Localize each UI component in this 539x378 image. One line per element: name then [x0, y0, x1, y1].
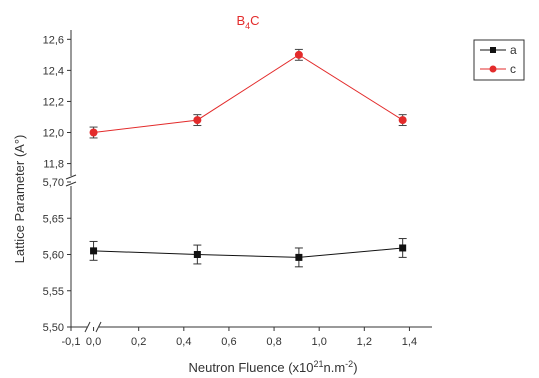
y-tick-label: 5,70	[43, 177, 64, 189]
y-tick-label: 12,4	[43, 65, 64, 77]
legend: a c	[473, 39, 525, 81]
data-point-a	[295, 253, 303, 261]
y-tick-label: 11,8	[43, 159, 64, 171]
x-axis-title-mid: n.m	[324, 360, 346, 375]
x-tick-label: 0,4	[176, 336, 191, 348]
legend-box	[473, 39, 525, 81]
x-tick-label: 1,2	[357, 336, 372, 348]
x-axis-title: Neutron Fluence (x1021n.m-2)	[188, 359, 357, 375]
legend-label-a: a	[510, 43, 517, 57]
x-axis-break	[84, 321, 102, 333]
x-tick-label: -0,1	[62, 336, 81, 348]
chart-title-tail: C	[250, 13, 259, 28]
data-point-a	[399, 244, 407, 252]
legend-marker-a	[490, 47, 496, 53]
data-point-c	[89, 128, 98, 137]
x-tick-label: 0,8	[266, 336, 281, 348]
chart-title-subscript: 4	[245, 21, 250, 31]
x-tick-label: 1,4	[402, 336, 417, 348]
chart-title: B4C	[236, 13, 259, 31]
y-tick-label: 12,6	[43, 34, 64, 46]
x-tick-label: 1,0	[312, 336, 327, 348]
chart-title-main: B	[236, 13, 245, 28]
data-point-a	[90, 247, 98, 255]
y-axis-break	[65, 174, 77, 187]
data-point-c	[193, 116, 202, 125]
x-axis-title-sup2: -2	[345, 359, 353, 369]
data-point-c	[398, 116, 407, 125]
x-tick-label: 0,2	[131, 336, 146, 348]
y-tick-label: 5,50	[43, 322, 64, 334]
legend-marker-c	[489, 65, 497, 73]
x-tick-label: 0,0	[86, 336, 101, 348]
data-point-a	[193, 251, 201, 258]
legend-label-c: c	[510, 62, 516, 76]
y-tick-label: 5,65	[43, 213, 64, 225]
x-axis-title-sup1: 21	[313, 359, 323, 369]
series-line-a	[93, 247, 403, 258]
series-line-c	[93, 54, 403, 134]
y-axis-title: Lattice Parameter (A°)	[12, 135, 27, 264]
y-tick-label: 12,2	[43, 96, 64, 108]
x-axis-title-main: Neutron Fluence (x10	[188, 360, 313, 375]
y-tick-label: 5,55	[43, 286, 64, 298]
x-axis-title-tail: )	[353, 360, 357, 375]
y-tick-label: 12,0	[43, 128, 64, 140]
x-tick-label: 0,6	[221, 336, 236, 348]
y-tick-label: 5,60	[43, 250, 64, 262]
data-point-c	[294, 50, 303, 59]
